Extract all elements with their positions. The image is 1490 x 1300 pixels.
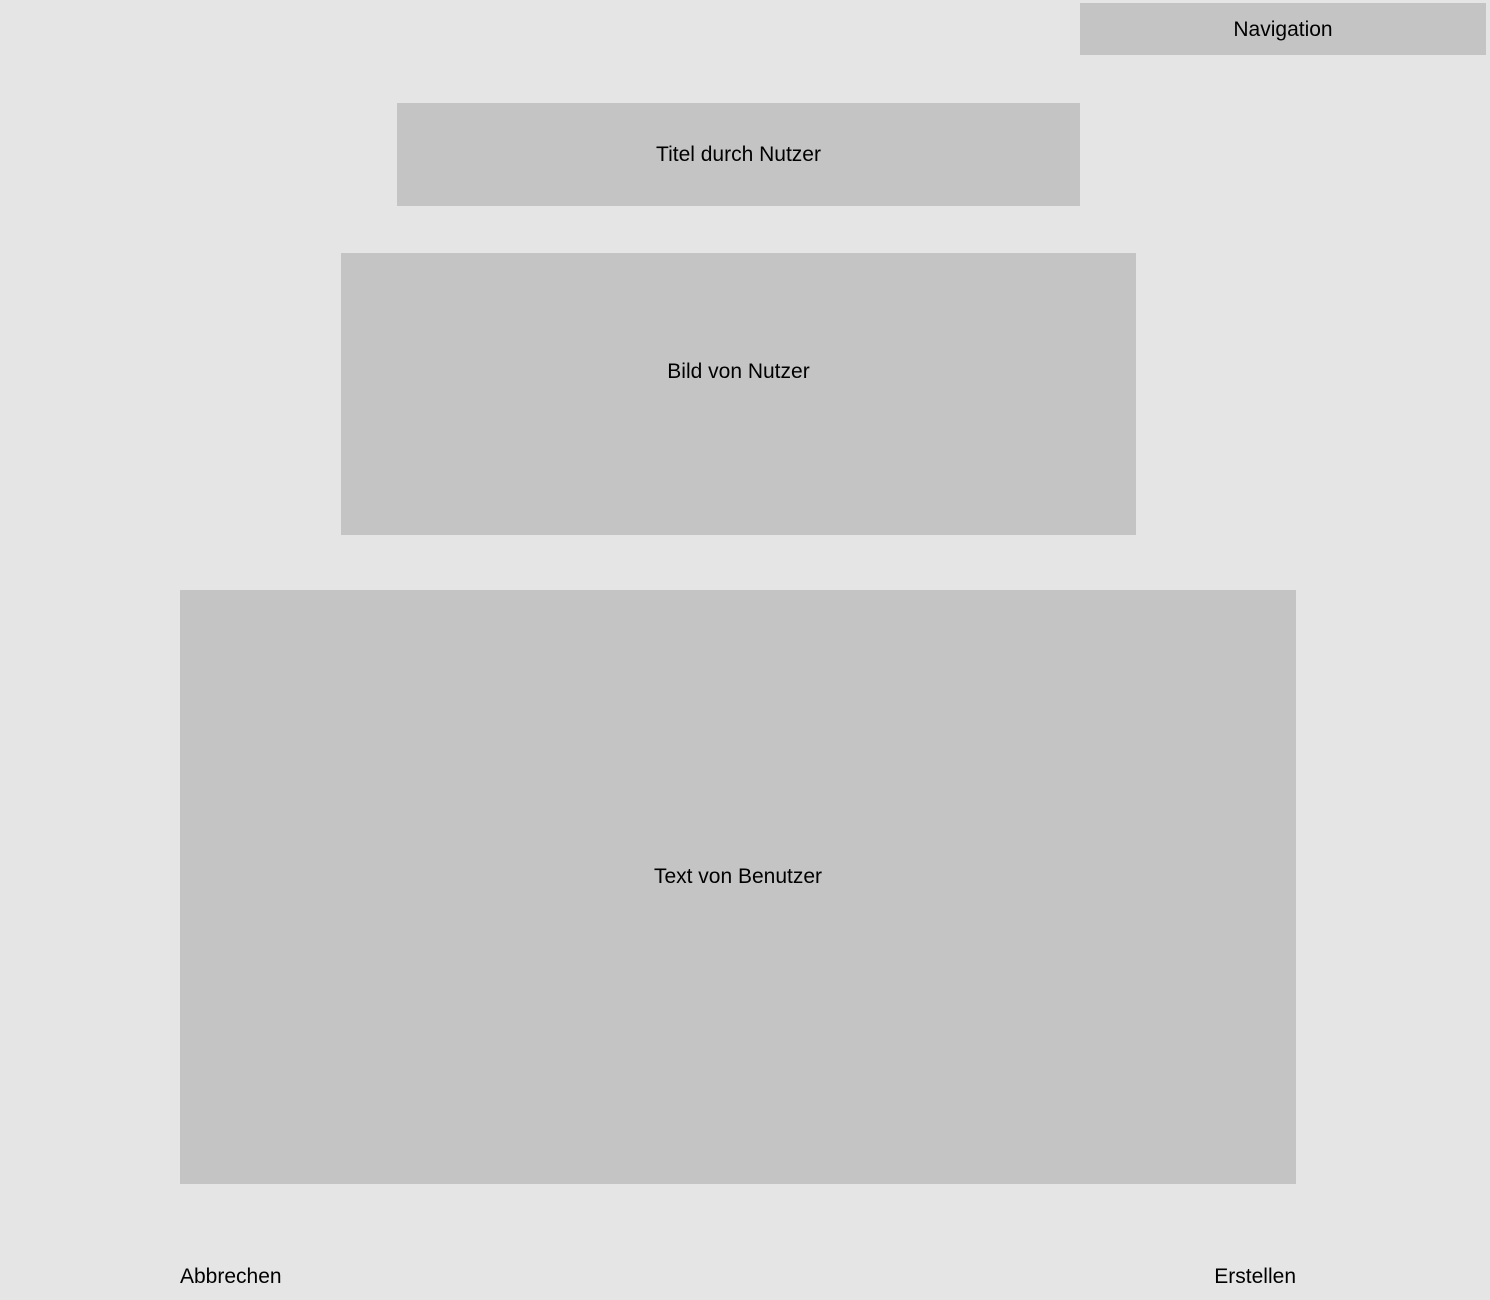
text-input[interactable]: Text von Benutzer — [180, 590, 1296, 1184]
text-placeholder: Text von Benutzer — [653, 865, 823, 888]
navigation-label: Navigation — [1233, 17, 1333, 41]
title-input[interactable]: Titel durch Nutzer — [397, 103, 1080, 206]
title-placeholder: Titel durch Nutzer — [656, 143, 821, 166]
image-upload-area[interactable]: Bild von Nutzer — [341, 253, 1136, 535]
image-placeholder: Bild von Nutzer — [667, 360, 810, 383]
create-button[interactable]: Erstellen — [1214, 1265, 1296, 1288]
cancel-button[interactable]: Abbrechen — [180, 1265, 282, 1288]
navigation-menu[interactable]: Navigation — [1080, 3, 1486, 55]
